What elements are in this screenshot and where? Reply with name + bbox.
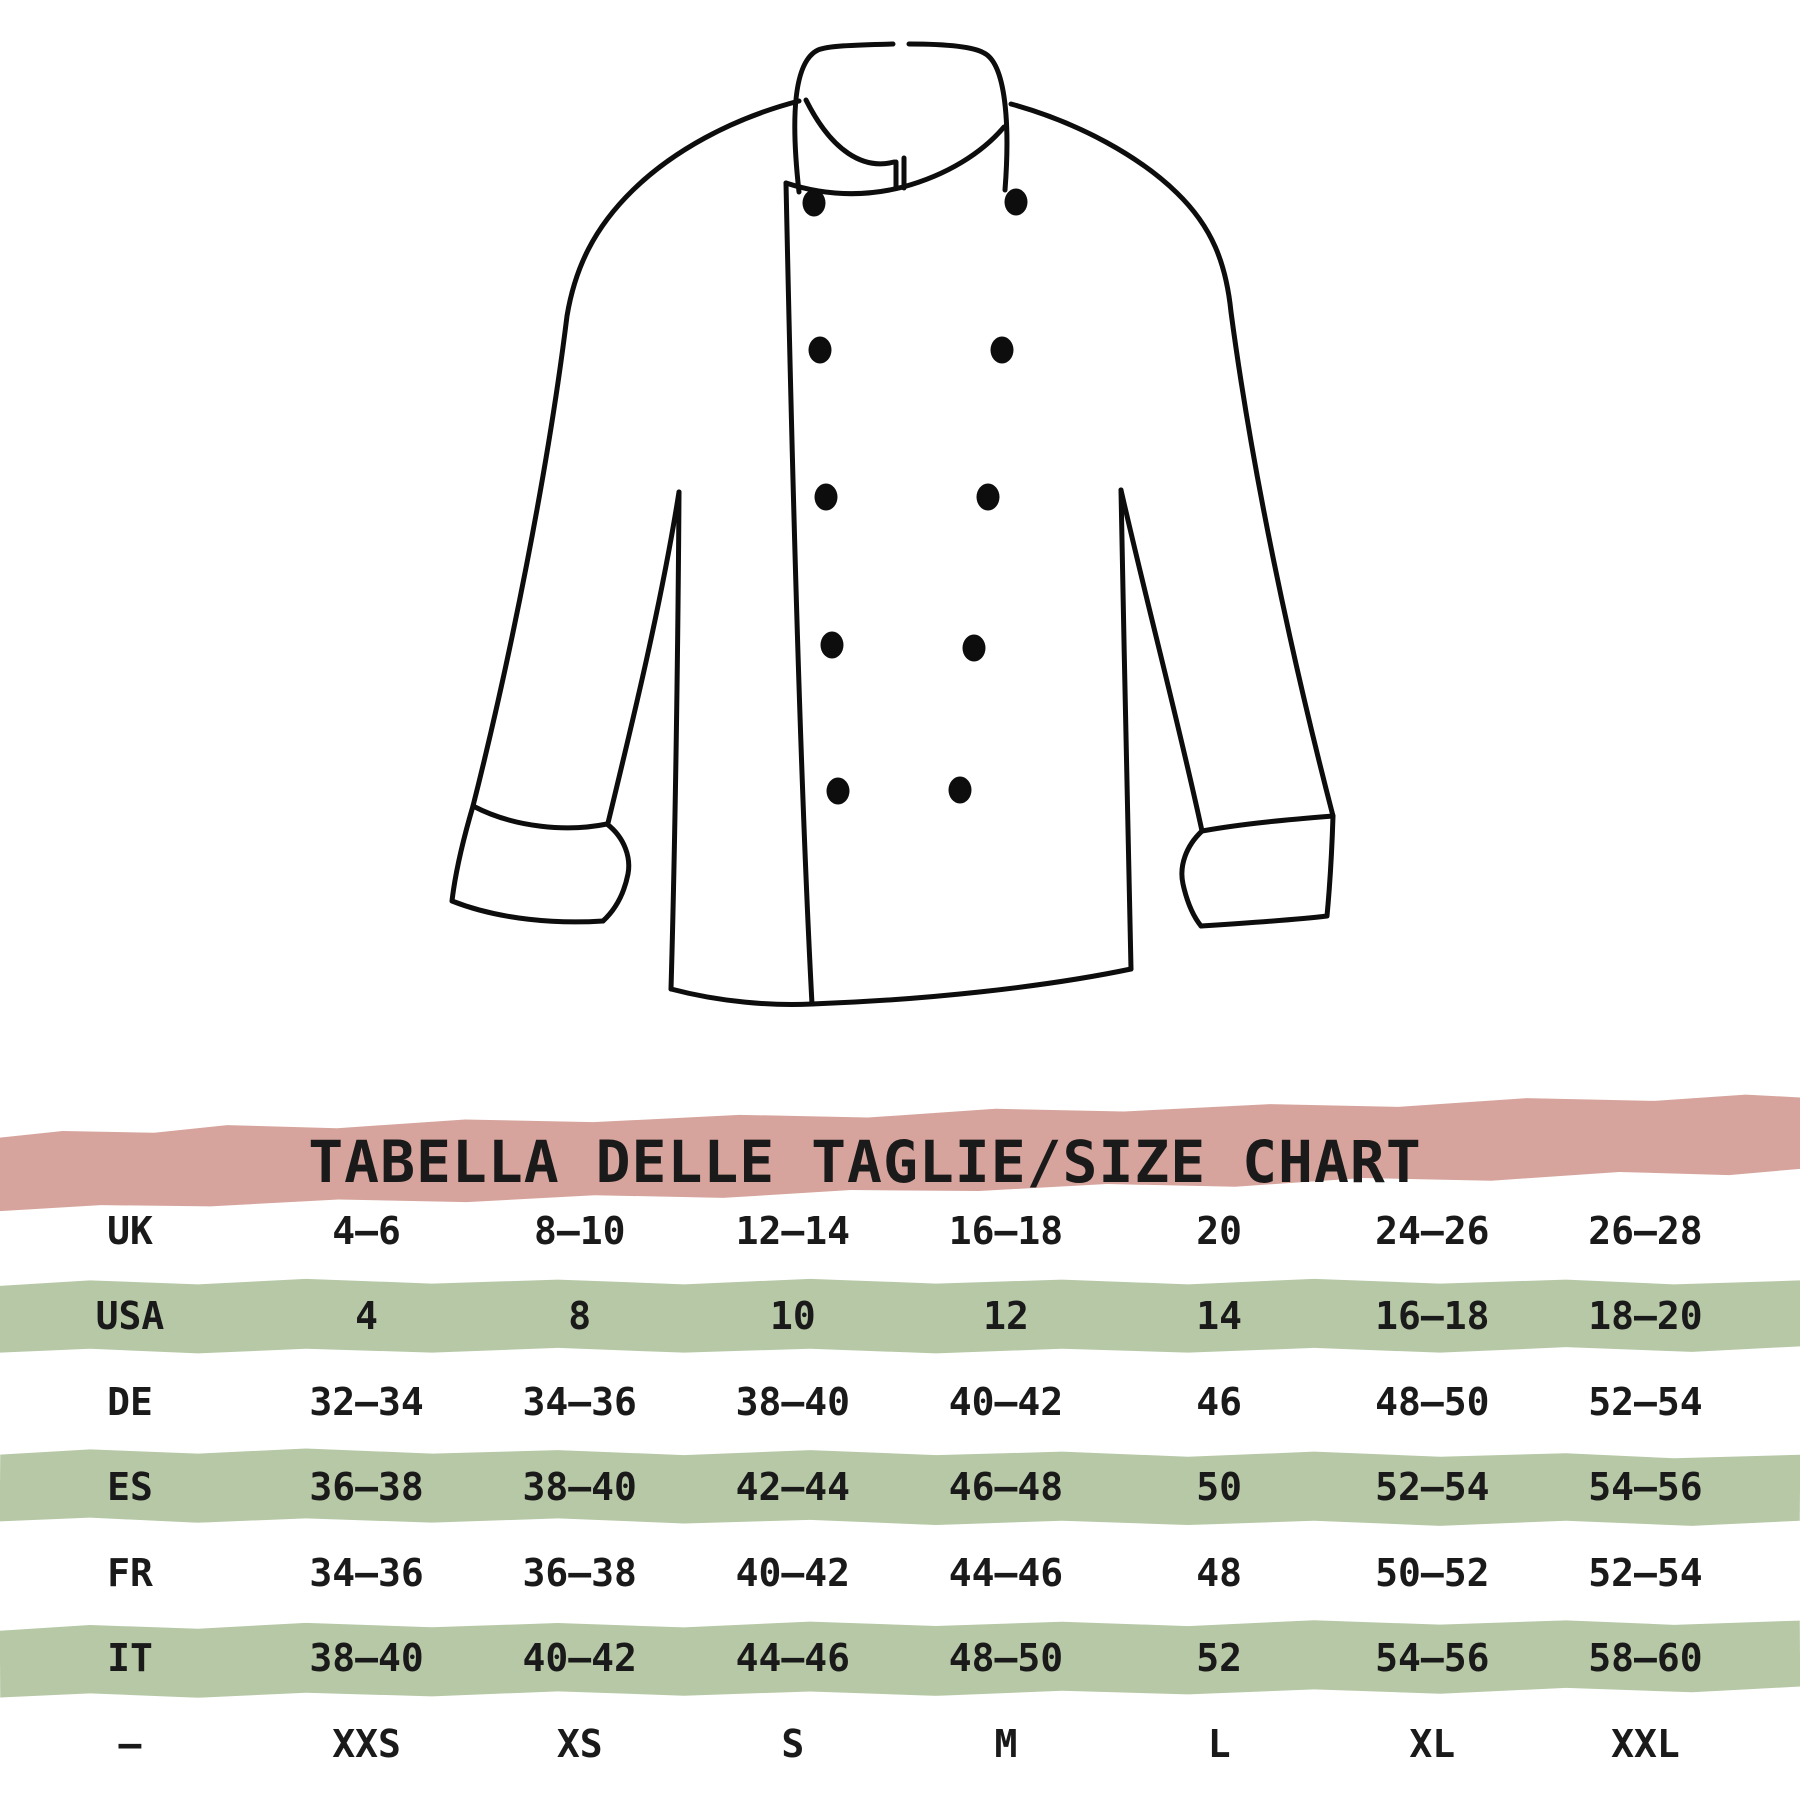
size-row-label: USA bbox=[95, 1294, 165, 1339]
size-row: ES 36–38 38–40 42–44 46–48 50 52–54 54–56 bbox=[0, 1445, 1800, 1531]
size-cell: 8–10 bbox=[533, 1208, 626, 1253]
size-cell: XL bbox=[1409, 1721, 1456, 1766]
size-cell: 54–56 bbox=[1375, 1636, 1490, 1681]
size-cell: 52–54 bbox=[1375, 1465, 1490, 1510]
size-row: DE 32–34 34–36 38–40 40–42 46 48–50 52–54 bbox=[0, 1359, 1800, 1445]
jacket-outline bbox=[449, 41, 1336, 1007]
size-cell: 10 bbox=[769, 1294, 816, 1339]
jacket-button bbox=[814, 483, 838, 511]
size-cell: 46 bbox=[1196, 1379, 1243, 1424]
size-cell: M bbox=[994, 1721, 1018, 1766]
size-cell: 40–42 bbox=[735, 1550, 851, 1595]
size-cell: 38–40 bbox=[522, 1465, 637, 1510]
size-cell: 40–42 bbox=[522, 1636, 637, 1681]
jacket-button bbox=[962, 634, 986, 662]
size-cell: S bbox=[781, 1721, 805, 1766]
size-cell: XXL bbox=[1611, 1721, 1680, 1766]
size-rows: UK 4–6 8–10 12–14 16–18 20 24–26 26–28 USA 4 8 10 12… bbox=[0, 1188, 1800, 1787]
size-cell: 32–34 bbox=[309, 1379, 424, 1424]
size-cell: 42–44 bbox=[735, 1465, 851, 1510]
size-cell: 38–40 bbox=[309, 1636, 424, 1681]
size-cell: 44–46 bbox=[735, 1636, 851, 1681]
size-cell: 58–60 bbox=[1588, 1636, 1703, 1681]
jacket-button bbox=[802, 189, 826, 217]
size-row: USA 4 8 10 12 14 16–18 18–20 bbox=[0, 1274, 1800, 1360]
jacket-button bbox=[1004, 188, 1028, 216]
size-cell: 8 bbox=[568, 1294, 592, 1339]
size-cell: 48–50 bbox=[948, 1636, 1064, 1681]
size-cell: 50–52 bbox=[1375, 1550, 1490, 1595]
size-row: UK 4–6 8–10 12–14 16–18 20 24–26 26–28 bbox=[0, 1188, 1800, 1274]
size-cell: 12 bbox=[983, 1294, 1029, 1339]
size-cell: 4 bbox=[355, 1294, 379, 1339]
chef-jacket-illustration bbox=[449, 41, 1336, 1007]
size-cell: 18–20 bbox=[1588, 1294, 1703, 1339]
size-cell: 50 bbox=[1196, 1465, 1243, 1510]
size-cell: 36–38 bbox=[522, 1550, 637, 1595]
size-cell: 12–14 bbox=[735, 1208, 851, 1253]
jacket-button bbox=[808, 336, 832, 364]
size-cell: 52 bbox=[1196, 1636, 1243, 1681]
size-cell: 44–46 bbox=[948, 1550, 1064, 1595]
size-cell: 36–38 bbox=[309, 1465, 424, 1510]
page-title: TABELLA DELLE TAGLIE/SIZE CHART bbox=[308, 1128, 1422, 1196]
jacket-buttons bbox=[802, 188, 1028, 805]
size-cell: 34–36 bbox=[309, 1550, 424, 1595]
size-cell: 24–26 bbox=[1375, 1208, 1490, 1253]
size-cell: 46–48 bbox=[948, 1465, 1064, 1510]
size-row: – XXS XS S M L XL XXL bbox=[0, 1701, 1800, 1787]
size-row-label: DE bbox=[107, 1379, 153, 1424]
size-row-label: ES bbox=[107, 1465, 153, 1510]
size-row-label: IT bbox=[107, 1636, 153, 1681]
size-cell: 54–56 bbox=[1588, 1465, 1703, 1510]
size-cell: 20 bbox=[1196, 1208, 1243, 1253]
size-cell: 16–18 bbox=[1375, 1294, 1490, 1339]
jacket-button bbox=[948, 776, 972, 804]
size-cell: XS bbox=[556, 1721, 603, 1766]
size-cell: 48 bbox=[1196, 1550, 1243, 1595]
size-cell: 48–50 bbox=[1375, 1379, 1490, 1424]
size-cell: XXS bbox=[332, 1721, 401, 1766]
size-cell: 16–18 bbox=[948, 1208, 1064, 1253]
size-cell: 34–36 bbox=[522, 1379, 637, 1424]
size-cell: 52–54 bbox=[1588, 1550, 1703, 1595]
jacket-button bbox=[976, 483, 1000, 511]
row-highlight-band bbox=[0, 1278, 1800, 1354]
size-row-label: – bbox=[118, 1721, 142, 1766]
size-cell: 4–6 bbox=[332, 1208, 401, 1253]
size-cell: 38–40 bbox=[735, 1379, 851, 1424]
size-row: IT 38–40 40–42 44–46 48–50 52 54–56 58–60 bbox=[0, 1616, 1800, 1702]
size-cell: 40–42 bbox=[948, 1379, 1064, 1424]
size-row-label: UK bbox=[107, 1208, 153, 1253]
size-row: FR 34–36 36–38 40–42 44–46 48 50–52 52–54 bbox=[0, 1530, 1800, 1616]
size-row-label: FR bbox=[107, 1550, 153, 1595]
size-cell: L bbox=[1207, 1721, 1231, 1766]
jacket-button bbox=[990, 336, 1014, 364]
size-cell: 14 bbox=[1196, 1294, 1243, 1339]
size-cell: 26–28 bbox=[1588, 1208, 1703, 1253]
jacket-button bbox=[820, 631, 844, 659]
jacket-button bbox=[826, 777, 850, 805]
size-cell: 52–54 bbox=[1588, 1379, 1703, 1424]
